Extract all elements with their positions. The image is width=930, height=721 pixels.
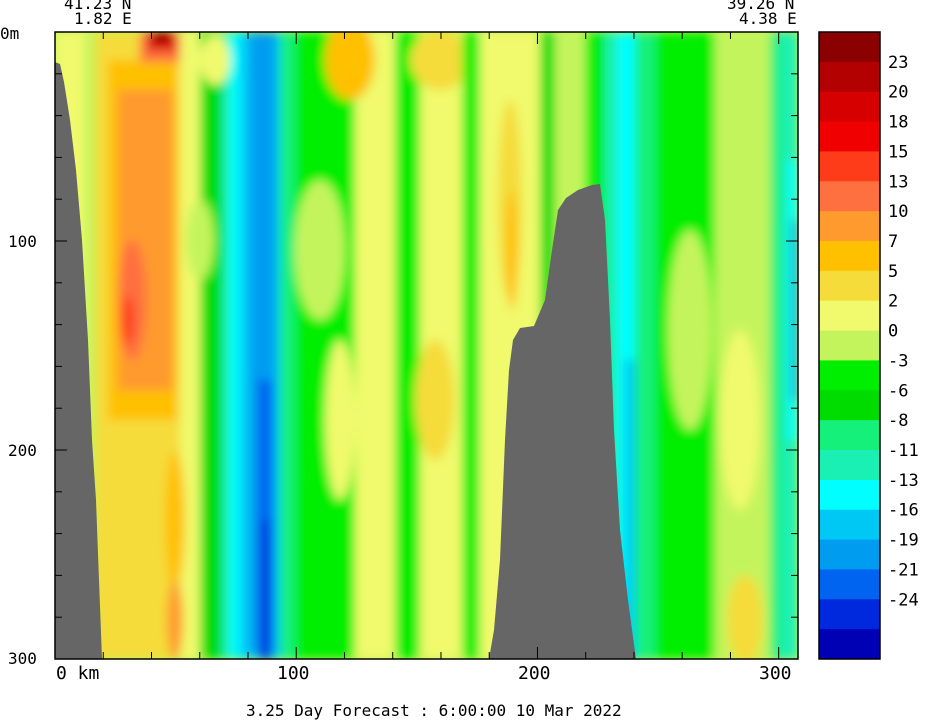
colorbar-swatch [819, 151, 880, 182]
colorbar-label: -6 [888, 381, 908, 401]
colorbar-swatch [819, 32, 880, 63]
colorbar-swatch [819, 420, 880, 451]
colorbar-label: 2 [888, 292, 898, 312]
colorbar-label: -24 [888, 590, 919, 610]
temperature-field [55, 32, 798, 659]
y-tick-label: 200 [8, 441, 37, 460]
colorbar-swatch [819, 91, 880, 123]
colorbar-swatch [819, 569, 880, 600]
end-lat-label: 39.26 N [727, 0, 795, 13]
end-lon-label: 4.38 E [739, 9, 797, 28]
start-lat-label: 41.23 N [64, 0, 132, 13]
colorbar-swatch [819, 450, 880, 481]
colorbar-label: 18 [888, 113, 908, 133]
y-tick-label: 100 [8, 232, 37, 251]
x-first-label: 0 km [56, 663, 100, 684]
colorbar-label: 7 [888, 232, 898, 252]
x-tick-label: 300 [759, 663, 792, 684]
axis-ticks [55, 32, 798, 659]
land-mask-right [489, 184, 636, 659]
colorbar-label: 0 [888, 322, 898, 342]
colorbar-label: -13 [888, 471, 919, 491]
colorbar-swatch [819, 509, 880, 541]
colorbar-swatch [819, 360, 880, 391]
colorbar-swatch [819, 121, 880, 152]
colorbar-label: -11 [888, 441, 919, 461]
colorbar-frame [818, 31, 881, 660]
y-top-label: 0m [0, 24, 20, 43]
colorbar-label: 15 [888, 142, 908, 162]
y-tick-label: 300 [8, 649, 37, 668]
colorbar-swatch [819, 181, 880, 212]
colorbar-label: 13 [888, 172, 908, 192]
colorbar-label: -21 [888, 560, 919, 580]
colorbar-label: 23 [888, 53, 908, 73]
land-mask-left [55, 62, 102, 659]
forecast-footer: 3.25 Day Forecast : 6:00:00 10 Mar 2022 [246, 701, 622, 720]
start-lon-label: 1.82 E [74, 9, 132, 28]
colorbar-swatch [819, 241, 880, 272]
plot-frame [54, 31, 799, 660]
colorbar-swatch [819, 211, 880, 242]
colorbar-label: -3 [888, 351, 908, 371]
colorbar-swatch [819, 390, 880, 421]
colorbar-swatch [819, 330, 880, 361]
x-tick-label: 200 [518, 663, 551, 684]
colorbar-swatch [819, 599, 880, 630]
x-tick-label: 100 [277, 663, 310, 684]
colorbar-swatch [819, 539, 880, 570]
colorbar-swatch [819, 270, 880, 302]
colorbar-swatch [819, 300, 880, 332]
colorbar-label: 20 [888, 83, 908, 103]
colorbar-label: 5 [888, 262, 898, 282]
colorbar-swatch [819, 61, 880, 93]
colorbar-label: -16 [888, 501, 919, 521]
colorbar-swatch [819, 629, 880, 660]
colorbar-swatch [819, 479, 880, 511]
colorbar-label: -8 [888, 411, 908, 431]
colorbar-label: -19 [888, 531, 919, 551]
colorbar-label: 10 [888, 202, 908, 222]
